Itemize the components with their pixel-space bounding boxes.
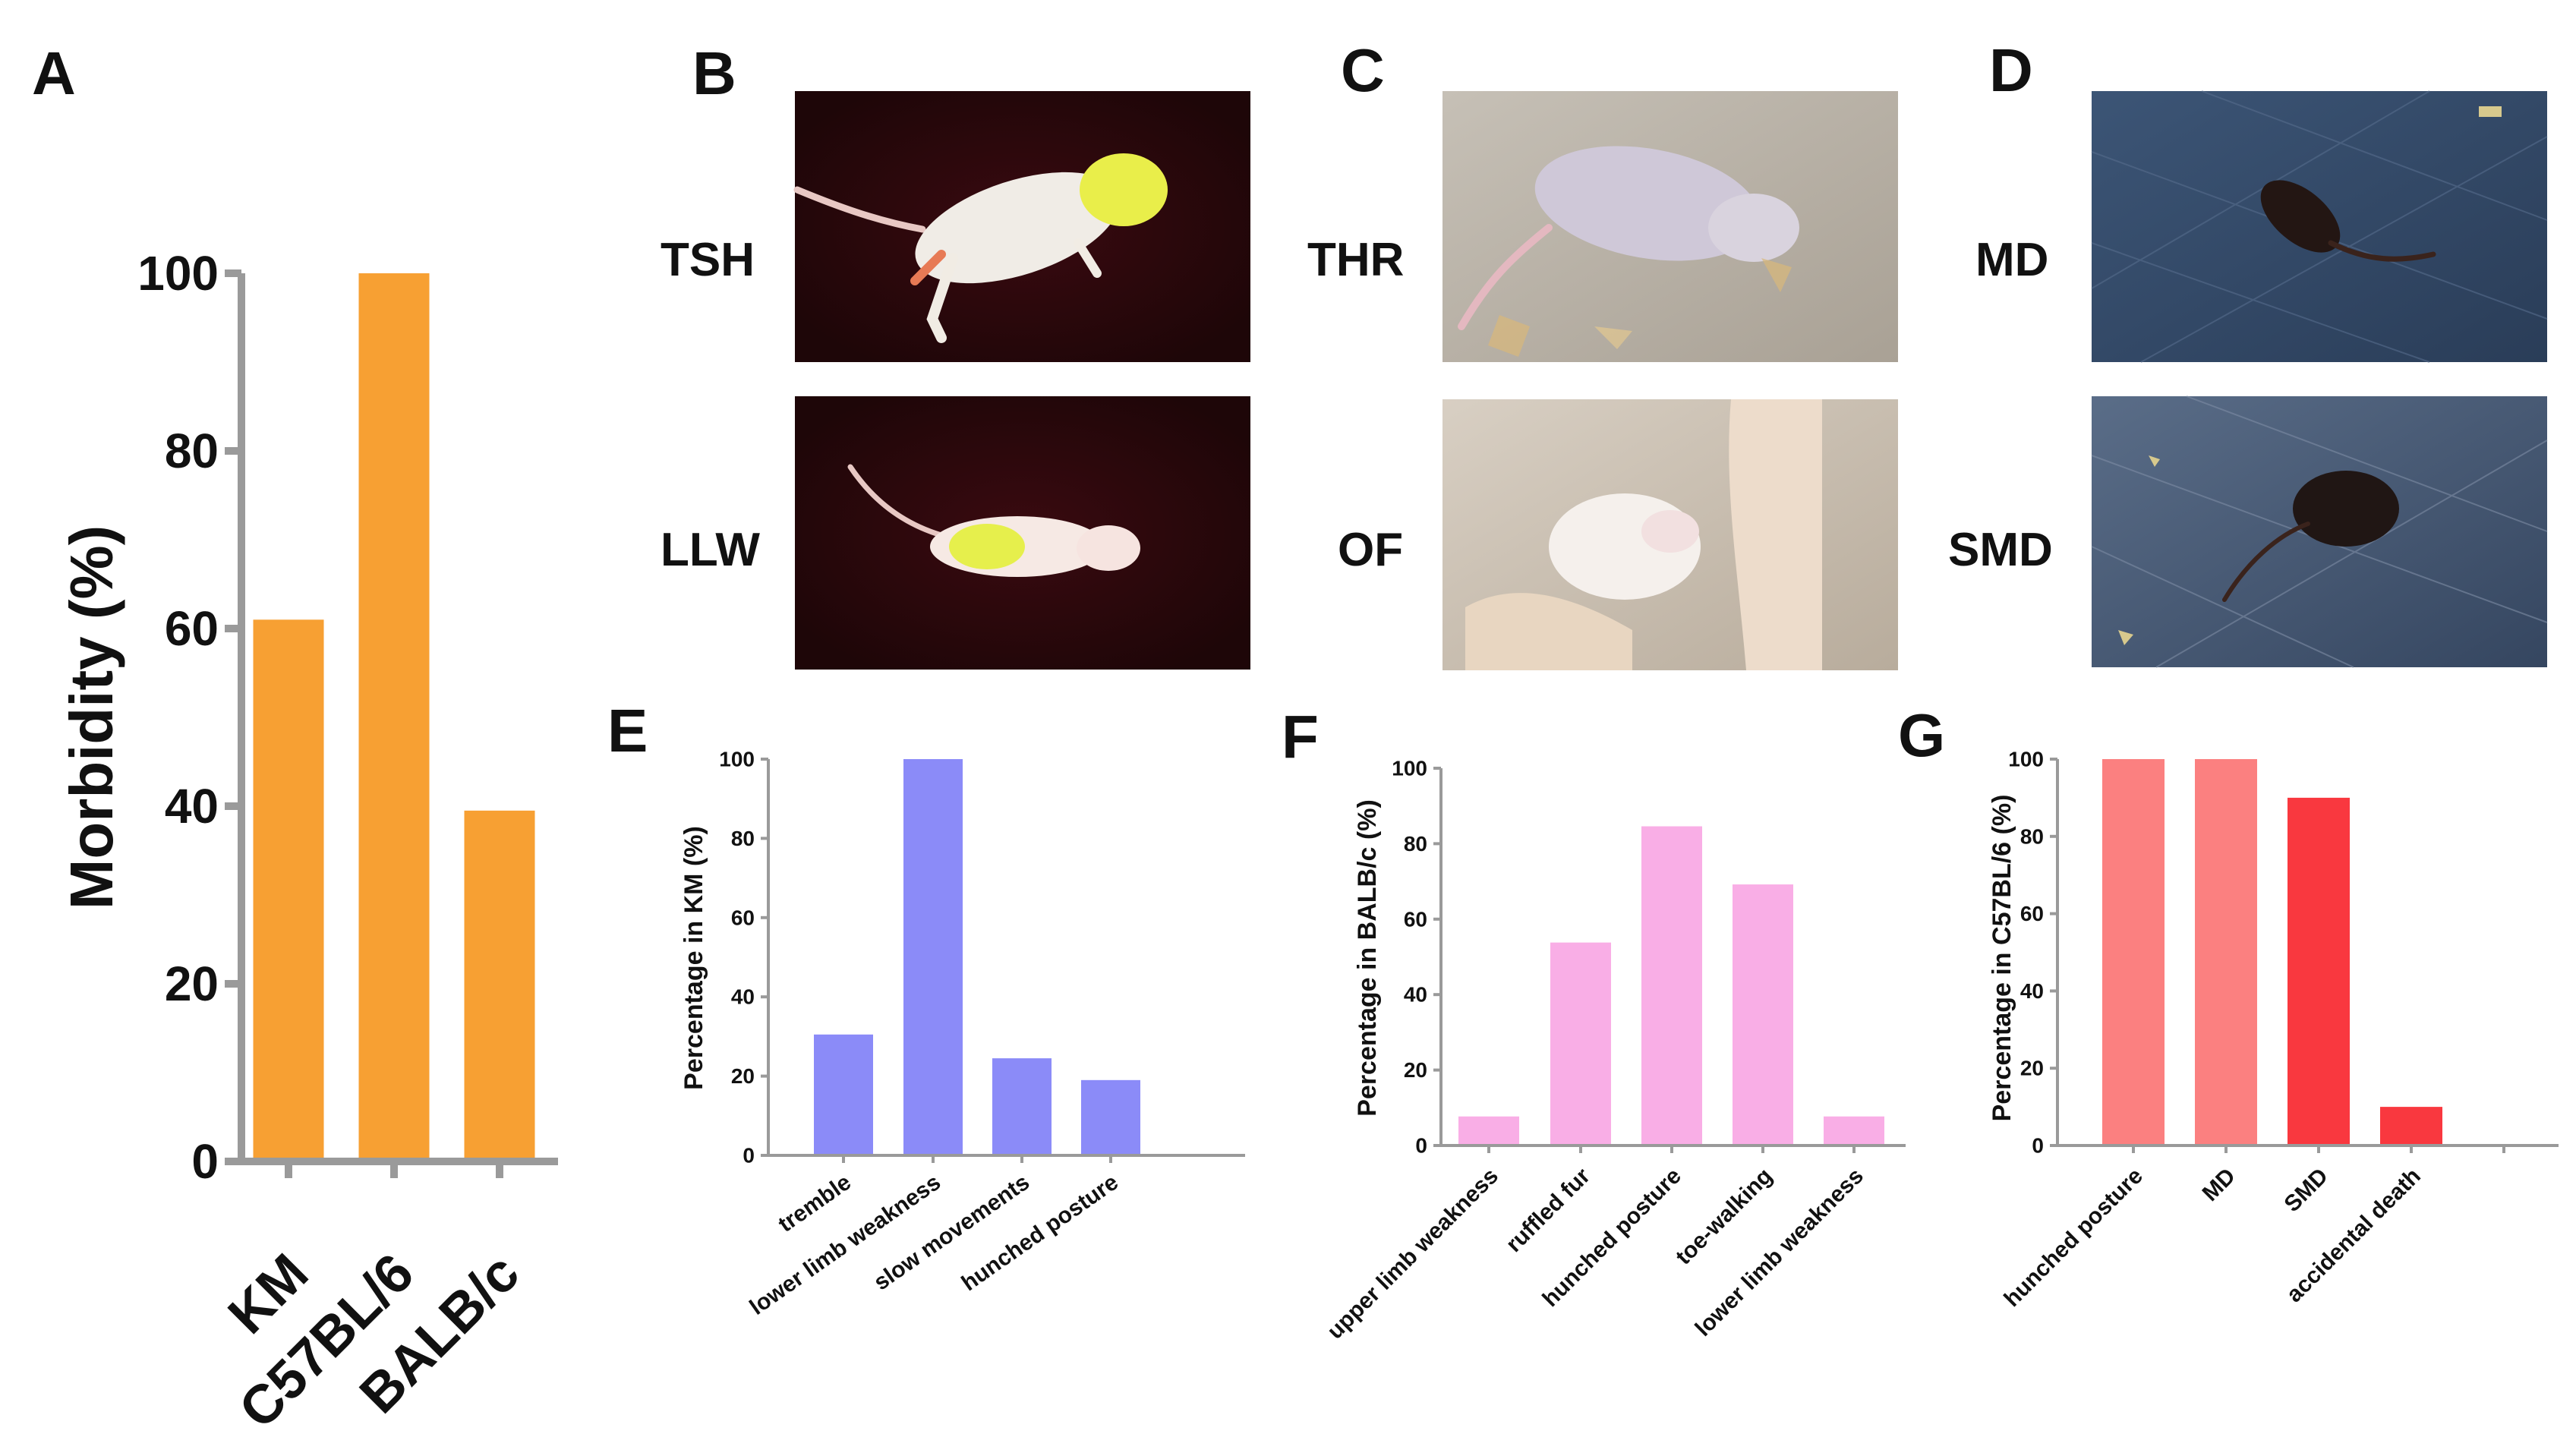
panel-letter-e: E — [607, 697, 648, 764]
chart-f-category-label-ruffled-fur: ruffled fur — [1501, 1163, 1595, 1257]
panel-letter-a: A — [32, 39, 76, 107]
chart-g-y-tick-label: 60 — [2020, 902, 2044, 925]
chart-a-y-tick-label: 60 — [165, 601, 219, 656]
chart-e-y-axis-label: Percentage in KM (%) — [679, 826, 708, 1090]
chart-e-y-tick-label: 60 — [731, 906, 755, 929]
chart-f-bar-upper-limb-weakness — [1458, 1116, 1519, 1146]
chart-e-bar-lower-limb-weakness — [903, 759, 963, 1155]
chart-e-bar-tremble — [814, 1034, 873, 1155]
chart-g-y-axis-label: Percentage in C57BL/6 (%) — [1988, 795, 2016, 1122]
photo-label-md: MD — [1975, 234, 2048, 286]
photo-of-mouse — [1442, 399, 1898, 670]
chart-f-bar-ruffled-fur — [1550, 942, 1611, 1146]
chart-g-y-tick-label: 80 — [2020, 824, 2044, 848]
chart-a-y-tick-label: 80 — [165, 424, 219, 478]
chart-g-bar-accidental-death — [2380, 1107, 2442, 1146]
photo-llw-mouse — [795, 396, 1250, 670]
chart-e-bar-slow-movements — [992, 1058, 1052, 1155]
chart-f-bar-hunched-posture — [1641, 826, 1702, 1146]
chart-e-category-label-slow-movements: slow movements — [869, 1170, 1034, 1296]
chart-g-category-label-md: MD — [2198, 1164, 2240, 1206]
chart-g-bar-hunched-posture — [2102, 759, 2165, 1146]
chart-g-y-tick-label: 20 — [2020, 1057, 2044, 1080]
chart-f-category-label-lower-limb-weakness: lower limb weakness — [1691, 1164, 1868, 1341]
chart-f-y-tick-label: 60 — [1404, 907, 1427, 931]
chart-f-y-tick-label: 40 — [1404, 983, 1427, 1007]
chart-g-bar-md — [2195, 759, 2257, 1146]
chart-a-bar-balb-c — [464, 810, 535, 1161]
chart-f-y-tick-label: 0 — [1415, 1134, 1427, 1158]
photo-label-of: OF — [1338, 524, 1403, 576]
chart-a-bar-km — [253, 619, 324, 1161]
chart-e-y-tick-label: 20 — [731, 1064, 755, 1088]
chart-e-bar-hunched-posture — [1081, 1079, 1140, 1155]
panel-letter-b: B — [692, 39, 736, 107]
chart-g-y-tick-label: 100 — [2008, 748, 2044, 771]
photo-label-tsh: TSH — [661, 234, 755, 286]
photo-label-llw: LLW — [661, 524, 760, 576]
panel-letter-g: G — [1898, 701, 1945, 769]
photo-label-thr: THR — [1307, 234, 1404, 286]
photo-thr-mouse — [1442, 91, 1898, 362]
chart-a-y-tick-label: 20 — [165, 956, 219, 1011]
chart-e-category-label-tremble: tremble — [774, 1170, 856, 1237]
chart-e-y-tick-label: 80 — [731, 827, 755, 850]
chart-a-y-tick-label: 100 — [137, 246, 219, 301]
panel-letter-d: D — [1989, 36, 2033, 104]
chart-a-y-tick-label: 0 — [191, 1134, 219, 1189]
chart-g-category-label-hunched-posture: hunched posture — [2000, 1164, 2148, 1312]
chart-f-y-axis-label: Percentage in BALB/c (%) — [1353, 799, 1382, 1117]
chart-f-y-tick-label: 80 — [1404, 832, 1427, 856]
chart-e-y-tick-label: 100 — [719, 748, 755, 771]
chart-e-y-tick-label: 0 — [743, 1144, 755, 1168]
chart-g-bar-smd — [2288, 797, 2350, 1146]
chart-a-y-tick-label: 40 — [165, 779, 219, 834]
chart-f-bar-toe-walking — [1733, 884, 1793, 1146]
photo-label-smd: SMD — [1948, 524, 2053, 576]
panel-letter-c: C — [1341, 36, 1385, 104]
chart-a-y-axis-label: Morbidity (%) — [58, 525, 125, 910]
chart-e-y-tick-label: 40 — [731, 985, 755, 1009]
photo-tsh-mouse — [793, 91, 1250, 362]
photo-md-mouse — [2091, 90, 2548, 363]
chart-e-category-label-hunched-posture: hunched posture — [957, 1170, 1123, 1297]
chart-g-y-tick-label: 0 — [2032, 1134, 2044, 1158]
chart-f-y-tick-label: 100 — [1392, 757, 1427, 780]
chart-f-bar-lower-limb-weakness — [1824, 1116, 1884, 1146]
chart-a-bar-c57bl-6 — [358, 273, 430, 1161]
photo-smd-mouse — [2091, 395, 2548, 668]
chart-f-y-tick-label: 20 — [1404, 1058, 1427, 1082]
chart-g-y-tick-label: 40 — [2020, 979, 2044, 1003]
chart-g-category-label-smd: SMD — [2279, 1164, 2332, 1217]
chart-f-category-label-upper-limb-weakness: upper limb weakness — [1323, 1164, 1503, 1344]
panel-letter-f: F — [1282, 703, 1319, 770]
